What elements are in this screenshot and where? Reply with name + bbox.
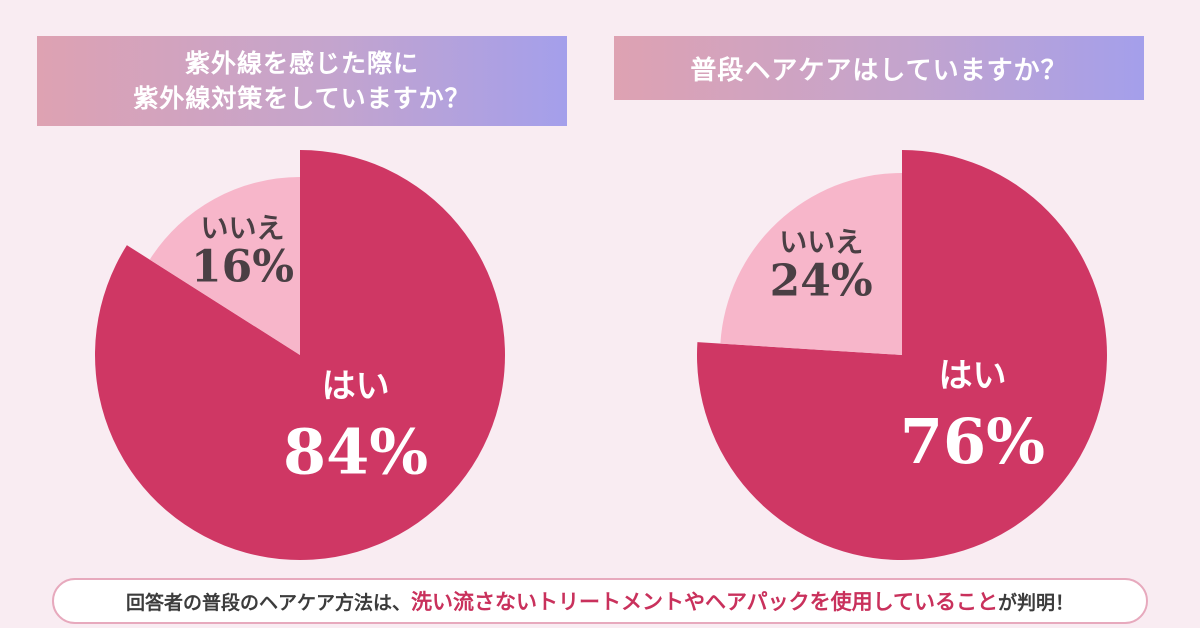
pie-right-value-no: 24% [770, 255, 873, 306]
pie-right-value-yes: 76% [900, 405, 1045, 478]
chart-title-right: 普段ヘアケアはしていますか？ [614, 36, 1144, 100]
footer-suffix: が判明！ [997, 591, 1074, 614]
chart-title-right-line-1: 普段ヘアケアはしていますか？ [690, 55, 1068, 86]
pie-right-label-yes: はい [939, 356, 1007, 396]
footer-highlight: 洗い流さないトリートメントやヘアパックを使用していること [411, 589, 998, 614]
pie-left-value-no: 16% [191, 241, 294, 292]
chart-title-left-line-1: 紫外線を感じた際に [184, 49, 419, 78]
chart-title-left: 紫外線を感じた際に 紫外線対策をしていますか？ [37, 36, 567, 126]
pie-left-label-no: いいえ [200, 211, 284, 244]
pie-right-slice-yes [696, 150, 1107, 560]
pie-right-label-no: いいえ [779, 225, 863, 258]
pie-left-value-yes: 84% [283, 416, 428, 489]
pie-right-slice-no [720, 173, 902, 355]
chart-title-left-line-2: 紫外線対策をしていますか？ [133, 84, 471, 113]
pie-left-slice-no [149, 177, 300, 355]
pie-left-label-yes: はい [322, 367, 390, 407]
footer-prefix: 回答者の普段のヘアケア方法は、 [126, 591, 412, 614]
footer-summary: 回答者の普段のヘアケア方法は、 洗い流さないトリートメントやヘアパックを使用してい… [52, 578, 1148, 624]
pie-left-slice-yes [95, 150, 506, 560]
